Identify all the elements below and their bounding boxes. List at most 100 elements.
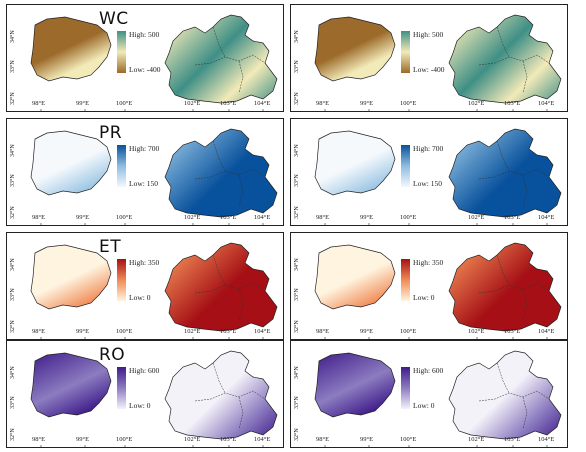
legend-low: Low: -400	[129, 65, 161, 74]
legend-color-ramp	[401, 31, 410, 73]
map-svg	[30, 128, 278, 226]
legend-high: High: 500	[413, 30, 444, 39]
sub-basin-boundary	[194, 54, 266, 66]
region-east	[448, 14, 562, 104]
map-svg	[30, 14, 278, 112]
legend-low: Low: 150	[413, 179, 442, 188]
map-panel-pr-1: PR High: 700 Low: 150 98°E 99°E 100°E 102°E 103…	[6, 118, 284, 226]
x-tick-label: 104°E	[254, 436, 271, 443]
x-tick-label: 100°E	[400, 328, 417, 335]
x-tick-label: 103°E	[220, 100, 237, 107]
y-tick-label: 33°N	[294, 288, 300, 301]
map-svg	[314, 242, 562, 340]
region-east	[448, 350, 562, 440]
x-tick-label: 99°E	[360, 214, 374, 221]
y-tick-label: 33°N	[10, 288, 16, 301]
sub-basin-boundary	[212, 362, 244, 430]
x-tick-label: 98°E	[316, 214, 330, 221]
sub-basin-boundary	[496, 254, 528, 322]
region-west	[30, 244, 112, 310]
legend-low: Low: 0	[413, 293, 435, 302]
x-tick-label: 102°E	[468, 436, 485, 443]
sub-basin-boundary	[194, 390, 266, 402]
x-tick-label: 104°E	[254, 100, 271, 107]
map-panel-wc-1: WC High: 500 Low: -400 98°E 99°E 100°E 102°E 10…	[6, 4, 284, 112]
x-tick-label: 102°E	[184, 436, 201, 443]
legend-color-ramp	[117, 259, 126, 301]
region-west	[30, 352, 112, 418]
x-tick-label: 98°E	[32, 100, 46, 107]
x-tick-label: 99°E	[360, 328, 374, 335]
x-tick-label: 102°E	[468, 100, 485, 107]
sub-basin-boundary	[212, 140, 244, 208]
x-tick-label: 99°E	[76, 214, 90, 221]
region-west	[314, 352, 396, 418]
map-svg	[314, 350, 562, 448]
x-tick-label: 103°E	[220, 436, 237, 443]
y-tick-label: 34°N	[10, 30, 16, 43]
legend-color-ramp	[117, 31, 126, 73]
legend-high: High: 600	[129, 366, 160, 375]
region-west	[314, 16, 396, 82]
region-east	[164, 128, 278, 218]
x-tick-label: 100°E	[400, 214, 417, 221]
x-tick-label: 102°E	[184, 328, 201, 335]
variable-label: PR	[99, 123, 123, 143]
region-east	[448, 128, 562, 218]
y-tick-label: 32°N	[294, 320, 300, 333]
x-tick-label: 99°E	[76, 328, 90, 335]
variable-label: RO	[99, 345, 126, 365]
legend-high: High: 500	[129, 30, 160, 39]
y-tick-label: 34°N	[294, 366, 300, 379]
legend-color-ramp	[401, 145, 410, 187]
map-panel-wc-2: High: 500 Low: -400 98°E 99°E 100°E 102°E 103°…	[290, 4, 568, 112]
region-west	[30, 130, 112, 196]
region-west	[30, 16, 112, 82]
x-tick-label: 103°E	[504, 100, 521, 107]
x-tick-label: 98°E	[32, 436, 46, 443]
y-tick-label: 32°N	[10, 320, 16, 333]
x-tick-label: 100°E	[400, 436, 417, 443]
map-panel-ro-2: High: 600 Low: 0 98°E 99°E 100°E 102°E 103°E 10…	[290, 340, 568, 448]
x-tick-label: 103°E	[504, 436, 521, 443]
legend-color-ramp	[117, 367, 126, 409]
region-east	[164, 350, 278, 440]
y-tick-label: 32°N	[10, 428, 16, 441]
legend-color-ramp	[401, 259, 410, 301]
legend-high: High: 350	[129, 258, 160, 267]
sub-basin-boundary	[478, 168, 550, 180]
y-tick-label: 33°N	[10, 60, 16, 73]
x-tick-label: 100°E	[116, 328, 133, 335]
region-east	[164, 14, 278, 104]
x-tick-label: 99°E	[360, 436, 374, 443]
sub-basin-boundary	[478, 54, 550, 66]
y-tick-label: 33°N	[10, 396, 16, 409]
x-tick-label: 102°E	[468, 328, 485, 335]
sub-basin-boundary	[496, 26, 528, 94]
y-tick-label: 34°N	[10, 366, 16, 379]
x-tick-label: 98°E	[32, 328, 46, 335]
y-tick-label: 33°N	[294, 174, 300, 187]
y-tick-label: 32°N	[10, 206, 16, 219]
y-tick-label: 32°N	[10, 92, 16, 105]
sub-basin-boundary	[212, 26, 244, 94]
sub-basin-boundary	[212, 254, 244, 322]
x-tick-label: 104°E	[538, 100, 555, 107]
y-tick-label: 34°N	[294, 258, 300, 271]
x-tick-label: 103°E	[220, 328, 237, 335]
sub-basin-boundary	[496, 362, 528, 430]
y-tick-label: 33°N	[10, 174, 16, 187]
y-tick-label: 33°N	[294, 60, 300, 73]
x-tick-label: 100°E	[116, 214, 133, 221]
x-tick-label: 99°E	[76, 100, 90, 107]
y-tick-label: 32°N	[294, 206, 300, 219]
map-svg	[30, 242, 278, 340]
x-tick-label: 99°E	[76, 436, 90, 443]
region-east	[164, 242, 278, 332]
legend-low: Low: 0	[129, 401, 151, 410]
map-svg	[30, 350, 278, 448]
region-west	[314, 130, 396, 196]
x-tick-label: 99°E	[360, 100, 374, 107]
legend-low: Low: 0	[129, 293, 151, 302]
sub-basin-boundary	[478, 390, 550, 402]
